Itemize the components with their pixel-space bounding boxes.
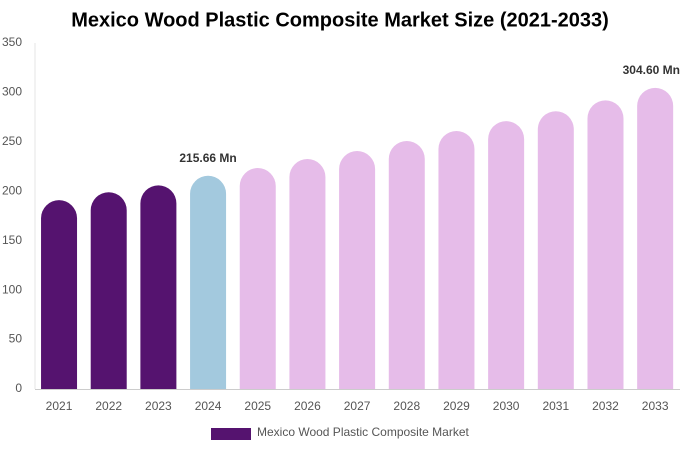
x-tick-label: 2025 bbox=[244, 399, 271, 413]
x-tick-label: 2030 bbox=[493, 399, 520, 413]
x-tick-label: 2024 bbox=[195, 399, 222, 413]
y-tick-label: 200 bbox=[2, 183, 22, 197]
x-tick-label: 2029 bbox=[443, 399, 470, 413]
x-tick-label: 2021 bbox=[46, 399, 73, 413]
x-tick-label: 2028 bbox=[393, 399, 420, 413]
bar bbox=[339, 151, 376, 389]
bar bbox=[190, 175, 227, 389]
y-tick-label: 250 bbox=[2, 134, 22, 148]
x-tick-label: 2032 bbox=[592, 399, 619, 413]
bar bbox=[438, 130, 475, 390]
bar bbox=[587, 100, 624, 389]
legend-label: Mexico Wood Plastic Composite Market bbox=[257, 425, 470, 439]
x-tick-label: 2026 bbox=[294, 399, 321, 413]
y-tick-label: 350 bbox=[2, 35, 22, 49]
x-tick-label: 2022 bbox=[95, 399, 122, 413]
bar bbox=[637, 87, 674, 390]
legend-swatch bbox=[211, 428, 251, 440]
x-tick-label: 2023 bbox=[145, 399, 172, 413]
bar bbox=[537, 111, 574, 389]
y-tick-label: 300 bbox=[2, 85, 22, 99]
x-tick-label: 2027 bbox=[344, 399, 371, 413]
y-tick-label: 0 bbox=[15, 381, 22, 395]
y-tick-label: 100 bbox=[2, 282, 22, 296]
bar bbox=[488, 121, 525, 390]
bar bbox=[41, 200, 78, 389]
bar bbox=[140, 185, 177, 389]
chart-title: Mexico Wood Plastic Composite Market Siz… bbox=[71, 9, 609, 31]
value-label: 215.66 Mn bbox=[179, 151, 236, 165]
bar bbox=[388, 140, 425, 389]
y-tick-label: 50 bbox=[9, 332, 23, 346]
y-tick-label: 150 bbox=[2, 233, 22, 247]
bar bbox=[239, 168, 276, 389]
bar bbox=[90, 192, 127, 389]
bar bbox=[289, 159, 326, 389]
value-label: 304.60 Mn bbox=[623, 63, 680, 77]
x-tick-label: 2033 bbox=[642, 399, 669, 413]
x-tick-label: 2031 bbox=[542, 399, 569, 413]
